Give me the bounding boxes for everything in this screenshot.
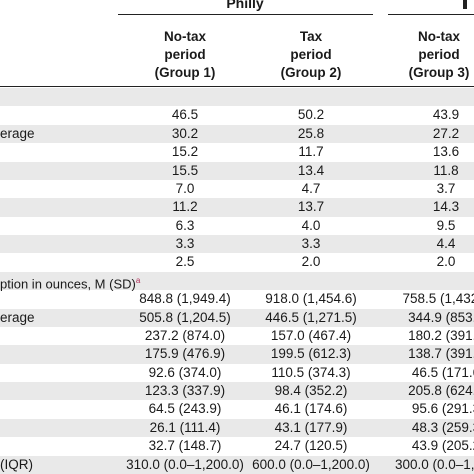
cell-group-3: 180.2 (391.2 [408,327,474,343]
cell-group-2: 13.7 [297,199,325,215]
cell-group-1: 26.1 (111.4) [149,419,221,435]
cell-group-1: 237.2 (874.0) [144,327,226,343]
cell-group-2: 13.4 [297,162,325,178]
cell-group-1: 32.7 (148.7) [148,438,222,454]
cell-group-1: 2.5 [175,254,195,270]
cell-group-3: 43.9 (205.2 [411,438,474,454]
cell-group-3: 300.0 (0.0–1,200 [394,456,474,472]
cell-group-1: 92.6 (374.0) [148,364,222,380]
column-header-group-1: No-tax period (Group 1) [154,29,216,80]
cell-group-3: 46.5 (171.6 [411,364,474,380]
table-row: 32.7 (148.7) 24.7 (120.5) 43.9 (205.2 [0,437,474,455]
cell-group-3: 43.9 [432,107,460,123]
column-header-group-3: No-tax period (Group 3) [408,29,470,80]
table-row: 2.5 2.0 2.0 [0,253,474,271]
cell-group-1: 64.5 (243.9) [148,401,222,417]
table-row: 7.0 4.7 3.7 [0,180,474,198]
cell-group-1: 11.2 [172,199,198,215]
section-title-row: ption in ounces, M (SD)a [0,271,474,291]
table-row: 46.5 50.2 43.9 [0,106,474,124]
table-row: 11.2 13.7 14.3 [0,198,474,217]
cell-group-3: 11.8 [433,162,459,178]
group-header-rule [118,14,373,15]
table-row: 26.1 (111.4) 43.1 (177.9) 48.3 (259.3 [0,418,474,438]
cell-group-2: 4.0 [301,217,321,233]
table-row: 175.9 (476.9) 199.5 (612.3) 138.7 (391.6 [0,345,474,364]
cell-group-2: 446.5 (1,271.5) [265,309,357,325]
cell-group-1: 175.9 (476.9) [144,346,226,362]
cell-group-3: 205.8 (624.0 [408,383,474,399]
header-bottom-rule [0,86,474,87]
cell-group-3: 138.7 (391.6 [408,346,474,362]
cell-group-2: 918.0 (1,454.6) [265,291,357,307]
cell-group-2: 600.0 (0.0–1,200.0) [252,456,370,472]
table-row: 15.5 13.4 11.8 [0,161,474,180]
row-label: (IQR) [0,456,33,472]
cell-group-3: 4.4 [436,236,456,252]
section-title: ption in ounces, M (SD)a [0,275,141,292]
table-row: 848.8 (1,949.4) 918.0 (1,454.6) 758.5 (1… [0,290,474,308]
cell-group-1: 310.0 (0.0–1,200.0) [126,456,244,472]
cell-group-3: 9.5 [436,217,456,233]
table-row: 64.5 (243.9) 46.1 (174.6) 95.6 (291.3 [0,400,474,418]
footnote-marker: a [135,275,141,285]
cell-group-3: 14.3 [432,199,460,215]
table-row: erage 505.8 (1,204.5) 446.5 (1,271.5) 34… [0,308,474,327]
group-header-philly: Philly [226,0,264,11]
cell-group-3: 344.9 (853.4 [408,309,474,325]
table-row: 123.3 (337.9) 98.4 (352.2) 205.8 (624.0 [0,382,474,401]
cell-group-2: 3.3 [301,236,321,252]
cell-group-3: 27.2 [432,125,460,141]
cell-group-2: 24.7 (120.5) [274,438,348,454]
group-header-rule-right [388,14,474,15]
cell-group-1: 30.2 [171,125,199,141]
cell-group-2: 157.0 (467.4) [270,327,352,343]
cell-group-2: 11.7 [298,144,324,160]
cell-group-2: 50.2 [297,107,325,123]
table-header: Philly No-tax period (Group 1) Tax perio… [0,0,474,88]
table-row: 15.2 11.7 13.6 [0,143,474,161]
cropped-group-header-glyph [463,0,467,9]
cell-group-3: 3.7 [436,180,456,196]
column-header-group-2: Tax period (Group 2) [280,29,342,80]
cell-group-2: 46.1 (174.6) [274,401,348,417]
cell-group-1: 15.2 [171,144,199,160]
row-label: erage [0,125,35,141]
cell-group-2: 110.5 (374.3) [271,364,351,380]
cell-group-2: 98.4 (352.2) [274,383,348,399]
table-row: 237.2 (874.0) 157.0 (467.4) 180.2 (391.2 [0,327,474,345]
table-row: (IQR) 310.0 (0.0–1,200.0) 600.0 (0.0–1,200… [0,455,474,474]
cell-group-2: 43.1 (177.9) [274,419,348,435]
table-row: 92.6 (374.0) 110.5 (374.3) 46.5 (171.6 [0,364,474,382]
cell-group-3: 2.0 [436,254,456,270]
cell-group-2: 4.7 [301,180,321,196]
cell-group-1: 7.0 [175,180,195,196]
table-row: 6.3 4.0 9.5 [0,217,474,235]
table-row: 3.3 3.3 4.4 [0,235,474,254]
cell-group-1: 3.3 [175,236,195,252]
cell-group-1: 848.8 (1,949.4) [139,291,231,307]
cell-group-1: 15.5 [171,162,199,178]
cell-group-3: 95.6 (291.3 [411,401,474,417]
row-label: erage [0,309,35,325]
cell-group-1: 123.3 (337.9) [144,383,226,399]
cell-group-1: 46.5 [171,107,199,123]
table-row [0,88,474,107]
cell-group-3: 48.3 (259.3 [411,419,474,435]
cell-group-1: 505.8 (1,204.5) [139,309,231,325]
cell-group-2: 25.8 [297,125,325,141]
cell-group-2: 199.5 (612.3) [270,346,352,362]
cell-group-1: 6.3 [175,217,195,233]
cell-group-3: 758.5 (1,432.1 [402,291,474,307]
table-row: erage 30.2 25.8 27.2 [0,124,474,144]
cell-group-2: 2.0 [301,254,321,270]
cell-group-3: 13.6 [432,144,460,160]
